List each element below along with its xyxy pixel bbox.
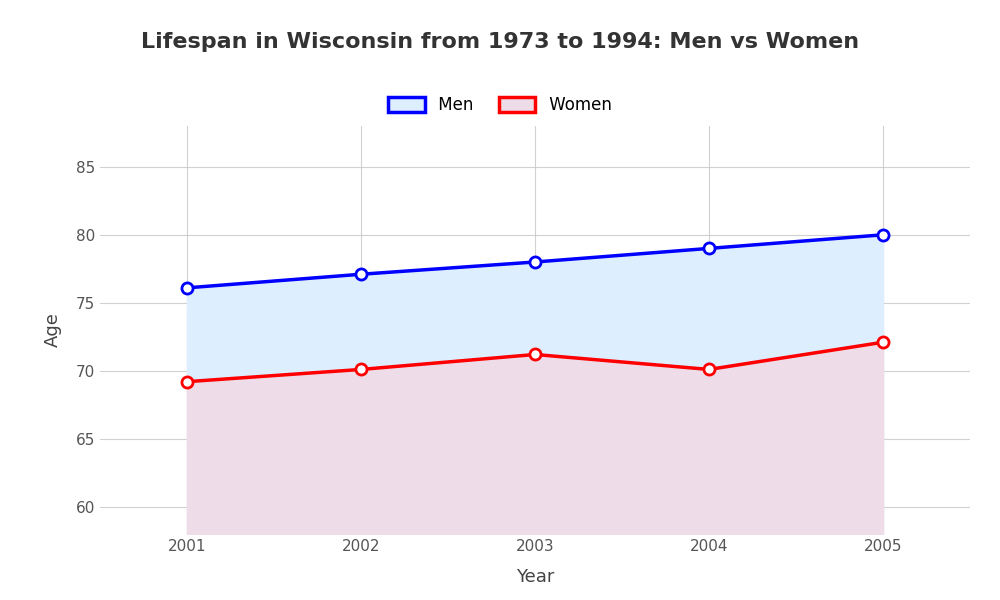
Text: Lifespan in Wisconsin from 1973 to 1994: Men vs Women: Lifespan in Wisconsin from 1973 to 1994:… <box>141 32 859 52</box>
X-axis label: Year: Year <box>516 568 554 586</box>
Legend:  Men,  Women: Men, Women <box>382 89 618 121</box>
Y-axis label: Age: Age <box>44 313 62 347</box>
